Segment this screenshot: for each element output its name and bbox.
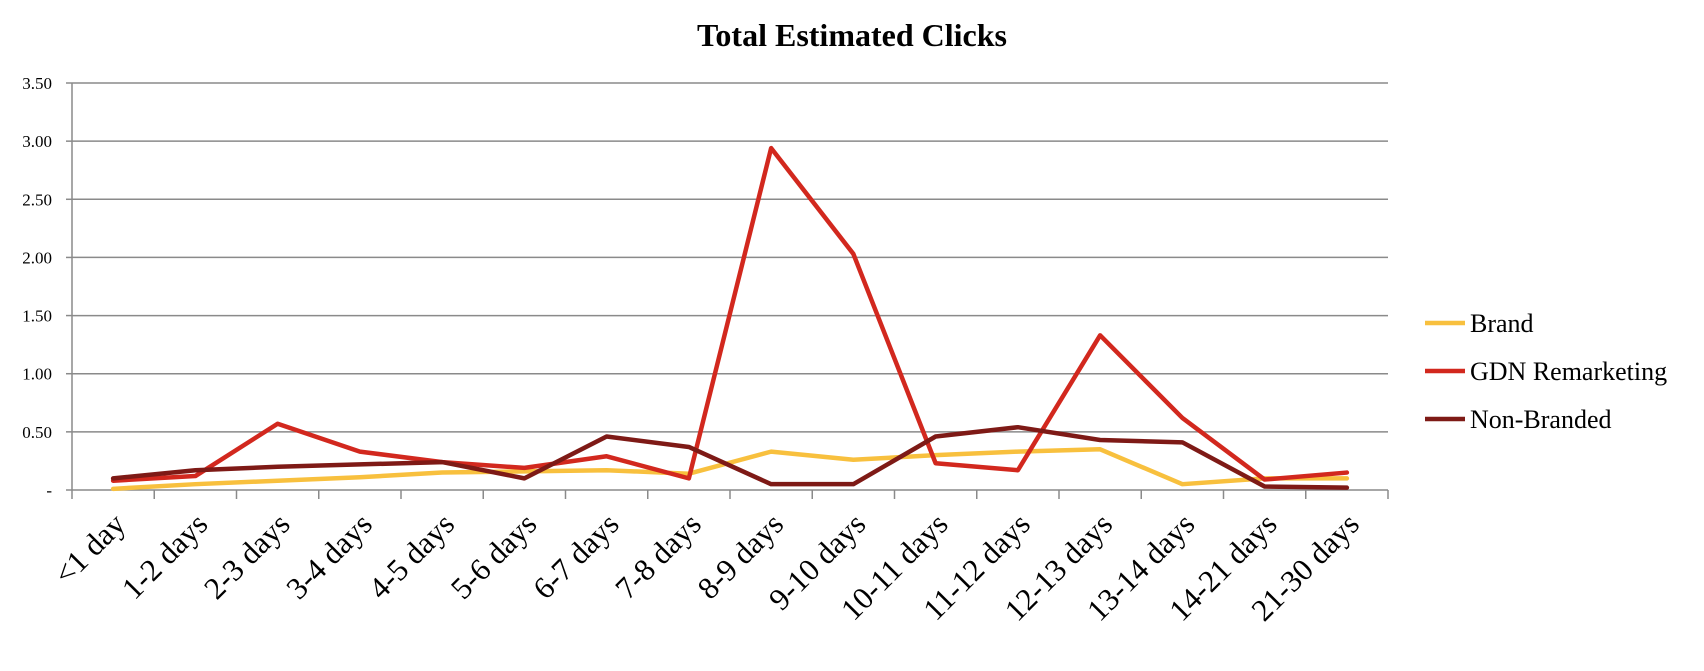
x-tick-label: 5-6 days: [444, 506, 544, 606]
y-tick-label: 2.50: [22, 190, 52, 209]
y-tick-label: -: [46, 481, 52, 500]
y-tick-label: 1.00: [22, 365, 52, 384]
series-line-non-branded: [110, 424, 1350, 490]
chart-title: Total Estimated Clicks: [697, 17, 1007, 53]
y-tick-label: 2.00: [22, 248, 52, 267]
legend-label: Non-Branded: [1470, 405, 1612, 434]
x-tick-label: 7-8 days: [608, 506, 708, 606]
legend-label: Brand: [1470, 309, 1534, 338]
y-tick-label: 1.50: [22, 307, 52, 326]
series-line-brand: [110, 447, 1350, 492]
y-tick-label: 3.50: [22, 74, 52, 93]
x-tick-label: 6-7 days: [526, 506, 626, 606]
series-lines: [110, 145, 1350, 492]
y-tick-label: 3.00: [22, 132, 52, 151]
legend-label: GDN Remarketing: [1470, 357, 1667, 386]
x-tick-label: 3-4 days: [279, 506, 379, 606]
legend: Brand GDN Remarketing Non-Branded: [1425, 309, 1667, 434]
x-tick-label: 2-3 days: [197, 506, 297, 606]
x-tick-label: 4-5 days: [361, 506, 461, 606]
gridlines: [72, 82, 1388, 433]
y-tick-label: 0.50: [22, 423, 52, 442]
series-line-gdn-remarketing: [110, 145, 1350, 483]
x-tick-label: 1-2 days: [115, 506, 215, 606]
